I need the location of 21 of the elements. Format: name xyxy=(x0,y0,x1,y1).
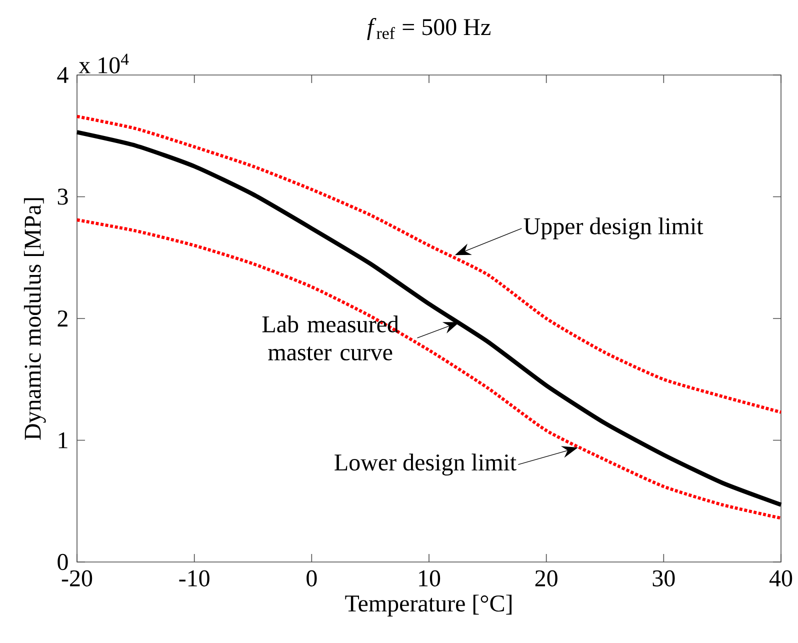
x-axis-title: Temperature [°C] xyxy=(345,594,512,616)
x-tick-label: -10 xyxy=(179,570,210,586)
y-axis-title: Dynamic modulus [MPa] xyxy=(24,198,46,440)
annotation: Upper design limit xyxy=(524,217,704,240)
y-tick-label: 4 xyxy=(57,67,68,83)
y-tick-label: 2 xyxy=(58,310,68,326)
line-series xyxy=(75,218,783,520)
line-series xyxy=(75,114,783,414)
x-tick-label: 20 xyxy=(535,570,558,586)
y-tick-label: 3 xyxy=(58,188,68,205)
x-tick-label: 30 xyxy=(652,570,675,586)
y-tick-label: 1 xyxy=(58,432,68,448)
x-tick-label: 10 xyxy=(419,570,440,586)
line-series xyxy=(74,130,784,507)
text: x 10$^{4}$ xyxy=(78,54,129,74)
x-tick-label: 40 xyxy=(769,570,792,586)
x-tick-label: -20 xyxy=(62,570,92,586)
chart-title: f$_{ref}$ = 500 Hz xyxy=(367,18,490,40)
x-tick-label: 0 xyxy=(306,570,317,586)
annotation: Lower design limit xyxy=(334,454,516,476)
y-tick-label: 0 xyxy=(58,554,68,570)
